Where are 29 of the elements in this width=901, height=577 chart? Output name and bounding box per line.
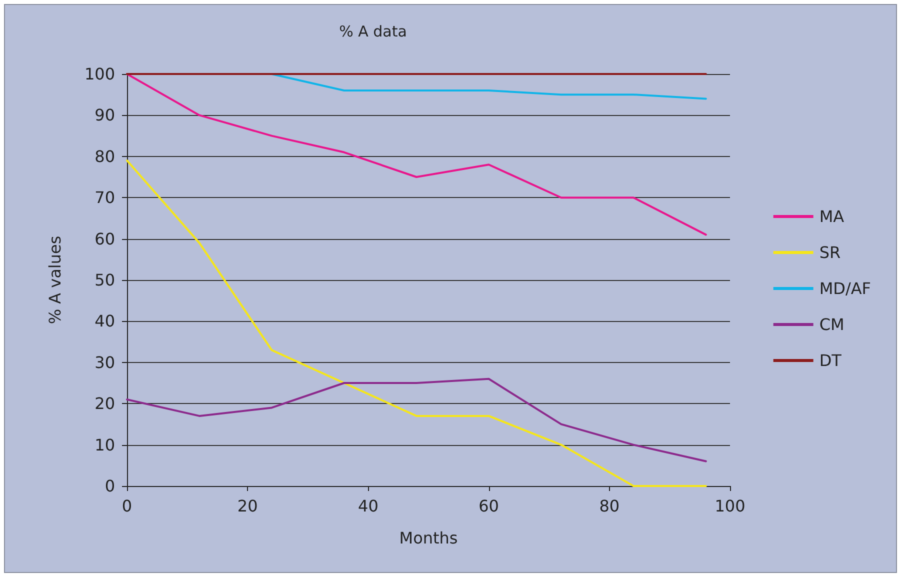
y-tick-label: 40 (94, 312, 115, 331)
y-tick-label: 100 (84, 64, 115, 84)
line-series (126, 73, 707, 236)
y-tick-label: 30 (94, 352, 115, 372)
y-tick-label: 80 (94, 146, 115, 166)
x-axis-title: Months (399, 528, 458, 548)
y-tick-label: 20 (94, 394, 115, 414)
line-series (270, 73, 707, 100)
legend-label: MD/AF (819, 279, 872, 298)
y-tick-label: 10 (94, 435, 115, 454)
y-tick-label: 70 (94, 188, 115, 208)
y-tick-label: 0 (104, 476, 115, 496)
legend-label: MA (819, 207, 844, 226)
y-axis-title: % A values (46, 236, 64, 324)
y-tick-label: 90 (94, 106, 115, 125)
legend-label: SR (819, 243, 841, 262)
x-tick-label: 20 (237, 496, 258, 516)
x-tick-label: 100 (714, 496, 746, 516)
x-tick-label: 60 (478, 496, 499, 516)
line-series (126, 160, 707, 487)
chart-title: % A data (339, 22, 407, 40)
x-tick-label: 0 (122, 496, 132, 516)
line-series (126, 378, 707, 462)
y-tick-label: 60 (94, 229, 115, 248)
y-tick-label: 50 (94, 270, 115, 290)
x-tick-label: 80 (599, 496, 620, 516)
legend-label: DT (819, 351, 842, 370)
legend-label: CM (819, 315, 844, 334)
x-tick-label: 40 (358, 496, 378, 516)
